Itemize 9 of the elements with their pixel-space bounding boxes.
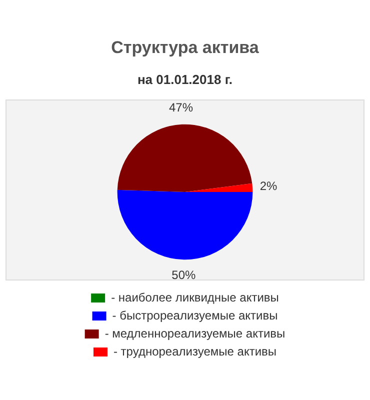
legend-label: - наиболее ликвидные активы <box>111 290 279 304</box>
legend-label: - быстрореализуемые активы <box>112 308 278 322</box>
data-label: 2% <box>260 179 278 194</box>
data-label: 50% <box>172 268 196 282</box>
chart-title: Структура актива <box>111 38 260 57</box>
data-label: 47% <box>169 100 194 115</box>
legend-label: - медленнореализуемые активы <box>104 326 286 340</box>
legend-label: - труднореализуемые активы <box>113 344 277 358</box>
chart-subtitle: на 01.01.2018 г. <box>137 72 233 87</box>
